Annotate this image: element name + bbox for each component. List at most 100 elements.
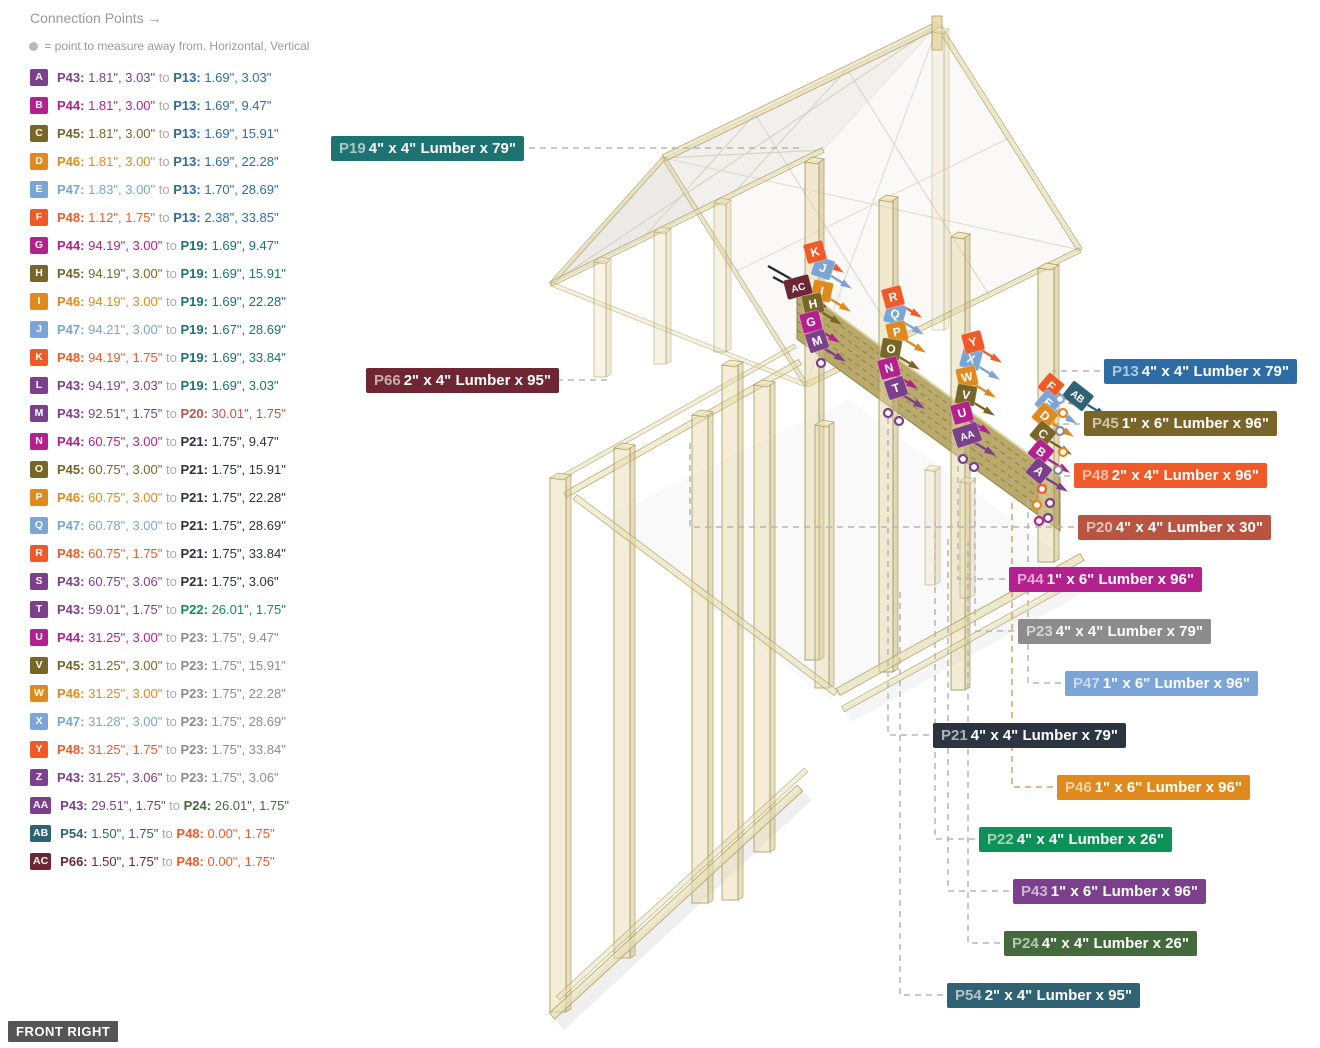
connection-letter-badge: T bbox=[30, 600, 48, 618]
svg-text:Y: Y bbox=[967, 334, 978, 350]
leader-P20 bbox=[689, 442, 1074, 528]
legend-text: = point to measure away from. Horizontal… bbox=[44, 39, 310, 53]
connection-letter-badge: J bbox=[30, 320, 48, 338]
connection-row-H: H P45: 94.19", 3.00" to P19: 1.69", 15.91… bbox=[30, 259, 289, 287]
connection-letter-badge: Y bbox=[30, 740, 48, 758]
connection-letter-badge: R bbox=[30, 544, 48, 562]
connection-letter-badge: C bbox=[30, 124, 48, 142]
connection-text: P45: 1.81", 3.00" to P13: 1.69", 15.91" bbox=[57, 125, 279, 141]
connection-point-dot bbox=[882, 407, 894, 419]
connection-point-dot bbox=[968, 461, 980, 473]
panel-legend: = point to measure away from. Horizontal… bbox=[29, 39, 309, 53]
connection-text: P48: 94.19", 1.75" to P19: 1.69", 33.84" bbox=[57, 349, 286, 365]
connection-text: P45: 31.25", 3.00" to P23: 1.75", 15.91" bbox=[57, 657, 286, 673]
part-id: P21 bbox=[941, 727, 968, 744]
part-id: P54 bbox=[955, 987, 982, 1004]
connection-row-M: M P43: 92.51", 1.75" to P20: 30.01", 1.75… bbox=[30, 399, 289, 427]
leader-P24 bbox=[967, 542, 1000, 944]
connection-letter-badge: K bbox=[30, 348, 48, 366]
part-label-P20: P20 4" x 4" Lumber x 30" bbox=[1078, 515, 1271, 540]
part-id: P19 bbox=[339, 140, 366, 157]
connection-letter-badge: AA bbox=[30, 796, 52, 814]
connection-text: P48: 31.25", 1.75" to P23: 1.75", 33.84" bbox=[57, 741, 286, 757]
connection-row-K: K P48: 94.19", 1.75" to P19: 1.69", 33.84… bbox=[30, 343, 289, 371]
connection-letter-badge: V bbox=[30, 656, 48, 674]
shed-frame bbox=[548, 15, 1096, 1030]
connection-text: P44: 31.25", 3.00" to P23: 1.75", 9.47" bbox=[57, 629, 279, 645]
connection-row-AB: AB P54: 1.50", 1.75" to P48: 0.00", 1.75" bbox=[30, 819, 289, 847]
connection-row-C: C P45: 1.81", 3.00" to P13: 1.69", 15.91" bbox=[30, 119, 289, 147]
leader-P23 bbox=[974, 462, 1014, 632]
connection-text: P43: 31.25", 3.06" to P23: 1.75", 3.06" bbox=[57, 769, 279, 785]
connection-point-dot bbox=[1044, 497, 1056, 509]
connection-row-W: W P46: 31.25", 3.00" to P23: 1.75", 22.28… bbox=[30, 679, 289, 707]
diagram-badge-D: D bbox=[1031, 402, 1059, 430]
connection-letter-badge: A bbox=[30, 68, 48, 86]
diagram-badge-B: B bbox=[1027, 438, 1055, 466]
connection-letter-badge: X bbox=[30, 712, 48, 730]
connection-point-dot bbox=[893, 415, 905, 427]
connection-row-U: U P44: 31.25", 3.00" to P23: 1.75", 9.47" bbox=[30, 623, 289, 651]
leader-P46 bbox=[1011, 498, 1053, 788]
part-id: P23 bbox=[1026, 623, 1053, 640]
connection-letter-badge: Q bbox=[30, 516, 48, 534]
connection-row-AA: AA P43: 29.51", 1.75" to P24: 26.01", 1.7… bbox=[30, 791, 289, 819]
leader-P54 bbox=[899, 590, 943, 996]
connection-row-N: N P44: 60.75", 3.00" to P21: 1.75", 9.47" bbox=[30, 427, 289, 455]
part-label-P43: P43 1" x 6" Lumber x 96" bbox=[1013, 879, 1206, 904]
connection-letter-badge: F bbox=[30, 208, 48, 226]
connection-text: P46: 94.19", 3.00" to P19: 1.69", 22.28" bbox=[57, 293, 286, 309]
connection-text: P54: 1.50", 1.75" to P48: 0.00", 1.75" bbox=[60, 825, 275, 841]
connection-text: P43: 1.81", 3.03" to P13: 1.69", 3.03" bbox=[57, 69, 272, 85]
part-size: 4" x 4" Lumber x 79" bbox=[970, 727, 1118, 744]
connection-row-AC: AC P66: 1.50", 1.75" to P48: 0.00", 1.75" bbox=[30, 847, 289, 875]
diagram-badge-U: U bbox=[949, 400, 975, 426]
svg-text:AC: AC bbox=[790, 281, 807, 295]
connection-dots bbox=[815, 357, 1069, 527]
part-size: 2" x 4" Lumber x 95" bbox=[984, 987, 1132, 1004]
connection-row-D: D P46: 1.81", 3.00" to P13: 1.69", 22.28" bbox=[30, 147, 289, 175]
svg-text:M: M bbox=[810, 333, 824, 349]
connection-row-S: S P43: 60.75", 3.06" to P21: 1.75", 3.06" bbox=[30, 567, 289, 595]
connection-point-dot bbox=[1036, 483, 1048, 495]
part-label-P24: P24 4" x 4" Lumber x 26" bbox=[1004, 931, 1197, 956]
connection-row-A: A P43: 1.81", 3.03" to P13: 1.69", 3.03" bbox=[30, 63, 289, 91]
svg-text:G: G bbox=[805, 314, 817, 330]
diagram-badge-A: A bbox=[1025, 457, 1053, 485]
diagram-badge-N: N bbox=[876, 355, 902, 381]
svg-text:O: O bbox=[885, 341, 897, 356]
connection-letter-badge: L bbox=[30, 376, 48, 394]
connection-letter-badge: I bbox=[30, 292, 48, 310]
svg-text:N: N bbox=[883, 360, 895, 376]
part-id: P48 bbox=[1082, 467, 1109, 484]
connection-point-dot bbox=[1054, 393, 1066, 405]
connection-point-dot bbox=[1057, 446, 1069, 458]
connection-row-X: X P47: 31.28", 3.00" to P23: 1.75", 28.69… bbox=[30, 707, 289, 735]
part-size: 2" x 4" Lumber x 96" bbox=[1111, 467, 1259, 484]
part-label-P21: P21 4" x 4" Lumber x 79" bbox=[933, 723, 1126, 748]
connection-text: P43: 29.51", 1.75" to P24: 26.01", 1.75" bbox=[60, 797, 290, 813]
svg-text:V: V bbox=[961, 387, 971, 402]
part-id: P45 bbox=[1092, 415, 1119, 432]
part-label-P54: P54 2" x 4" Lumber x 95" bbox=[947, 983, 1140, 1008]
part-id: P66 bbox=[374, 372, 401, 389]
leader-P43 bbox=[947, 538, 1009, 892]
connection-letter-badge: B bbox=[30, 96, 48, 114]
connection-letter-badge: M bbox=[30, 404, 48, 422]
connection-letter-badge: U bbox=[30, 628, 48, 646]
diagram-badge-AB: AB bbox=[1062, 380, 1094, 412]
part-size: 1" x 6" Lumber x 96" bbox=[1046, 571, 1194, 588]
diagram-badge-AA: AA bbox=[951, 421, 983, 449]
connection-letter-badge: S bbox=[30, 572, 48, 590]
part-label-P45: P45 1" x 6" Lumber x 96" bbox=[1084, 411, 1277, 436]
connection-row-L: L P43: 94.19", 3.03" to P19: 1.69", 3.03" bbox=[30, 371, 289, 399]
connection-row-R: R P48: 60.75", 1.75" to P21: 1.75", 33.84… bbox=[30, 539, 289, 567]
connection-text: P48: 1.12", 1.75" to P13: 2.38", 33.85" bbox=[57, 209, 279, 225]
part-label-P66: P66 2" x 4" Lumber x 95" bbox=[366, 368, 559, 393]
connection-point-dot bbox=[1031, 499, 1043, 511]
svg-text:U: U bbox=[956, 405, 968, 421]
diagram-badge-W: W bbox=[955, 365, 979, 389]
diagram-badge-G: G bbox=[798, 309, 824, 335]
